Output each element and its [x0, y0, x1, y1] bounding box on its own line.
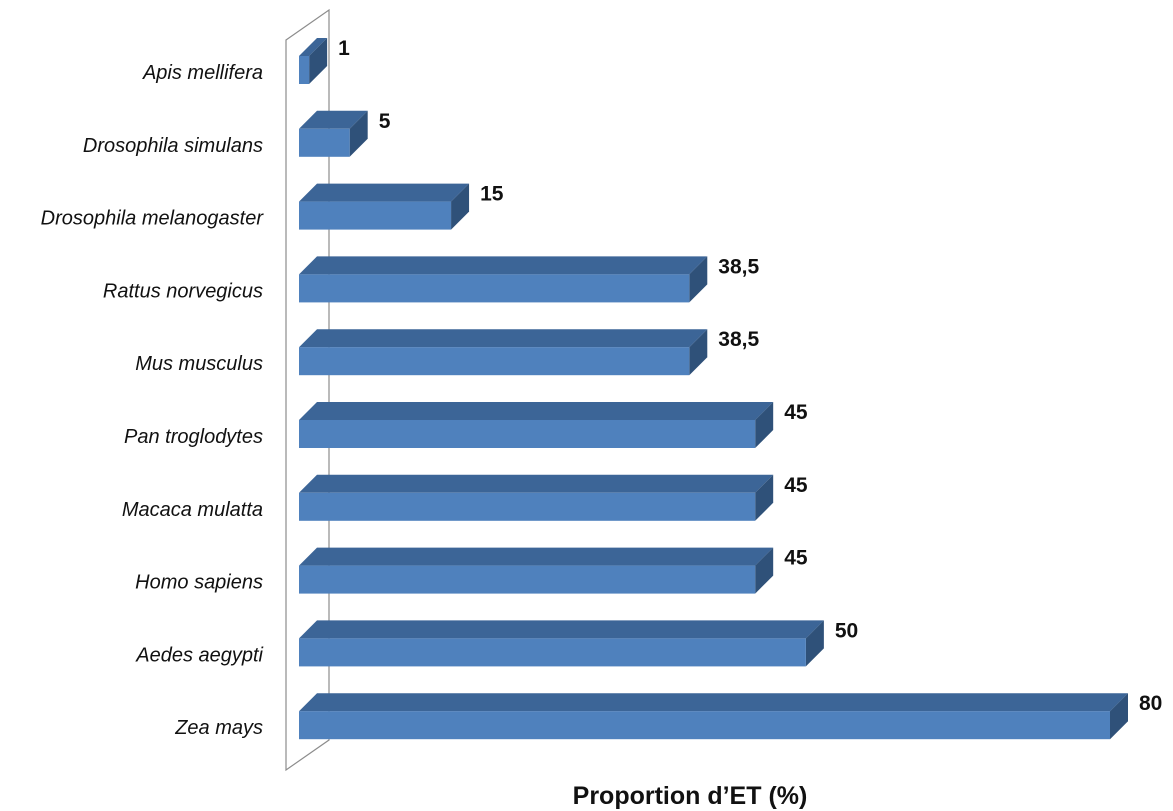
bar-top-face: [299, 547, 774, 566]
bar-front-face: [299, 128, 350, 157]
bar-front-face: [299, 420, 756, 448]
bar-side-face: [805, 620, 824, 667]
wall-outline: [285, 8, 330, 772]
bar-top-face: [299, 183, 470, 202]
value-label: 45: [784, 401, 808, 424]
category-label: Pan troglodytes: [124, 426, 263, 448]
bar-front-face: [299, 492, 756, 521]
value-label: 38,5: [718, 328, 759, 351]
bar: [299, 402, 774, 448]
bar-top-face: [299, 256, 708, 275]
category-labels: Apis mellifera Drosophila simulans Drosoph…: [41, 62, 265, 739]
x-axis-title: Proportion d’ET (%): [573, 782, 808, 810]
bars-group: [299, 38, 1128, 740]
bar-top-face: [299, 474, 774, 493]
value-label: 45: [784, 547, 808, 570]
bar: [299, 38, 328, 84]
category-label: Mus musculus: [135, 353, 263, 375]
value-label: 80: [1139, 692, 1162, 715]
bar-side-face: [689, 329, 708, 376]
value-label: 5: [379, 110, 391, 133]
bar-side-face: [689, 256, 708, 303]
value-label: 1: [338, 37, 350, 60]
bar-side-face: [1110, 693, 1128, 740]
value-label: 50: [835, 619, 858, 642]
bar-side-face: [755, 474, 774, 521]
value-label: 45: [784, 474, 808, 497]
bar: [299, 547, 774, 594]
value-label: 15: [480, 183, 504, 206]
bar: [299, 474, 774, 521]
bar-front-face: [299, 274, 690, 303]
bar: [299, 693, 1128, 740]
bar-top-face: [299, 38, 328, 56]
category-label: Rattus norvegicus: [103, 280, 263, 302]
chart-back-wall: [285, 8, 330, 772]
bar: [299, 183, 470, 230]
bar: [299, 256, 708, 303]
bar-front-face: [299, 638, 806, 667]
bar-top-face: [299, 693, 1128, 712]
bar-side-face: [309, 38, 328, 84]
bar-front-face: [299, 201, 452, 230]
value-label: 38,5: [718, 255, 759, 278]
bar-top-face: [299, 329, 708, 348]
category-label: Drosophila melanogaster: [41, 208, 265, 230]
bar-front-face: [299, 347, 690, 376]
bar-top-face: [299, 620, 824, 639]
bar: [299, 329, 708, 376]
bar-side-face: [755, 402, 774, 448]
bar-side-face: [755, 547, 774, 594]
category-label: Drosophila simulans: [83, 135, 263, 157]
bar: [299, 110, 368, 157]
category-label: Apis mellifera: [142, 62, 263, 84]
bar-front-face: [299, 711, 1110, 740]
bar-side-face: [451, 183, 470, 230]
bar: [299, 620, 824, 667]
bar-front-face: [299, 56, 310, 84]
bar-top-face: [299, 402, 774, 420]
category-label: Macaca mulatta: [122, 499, 263, 521]
bar-front-face: [299, 565, 756, 594]
category-label: Aedes aegypti: [135, 644, 263, 666]
bar-side-face: [349, 110, 368, 157]
bar-top-face: [299, 110, 368, 129]
category-label: Zea mays: [174, 717, 263, 739]
category-label: Homo sapiens: [135, 572, 263, 594]
